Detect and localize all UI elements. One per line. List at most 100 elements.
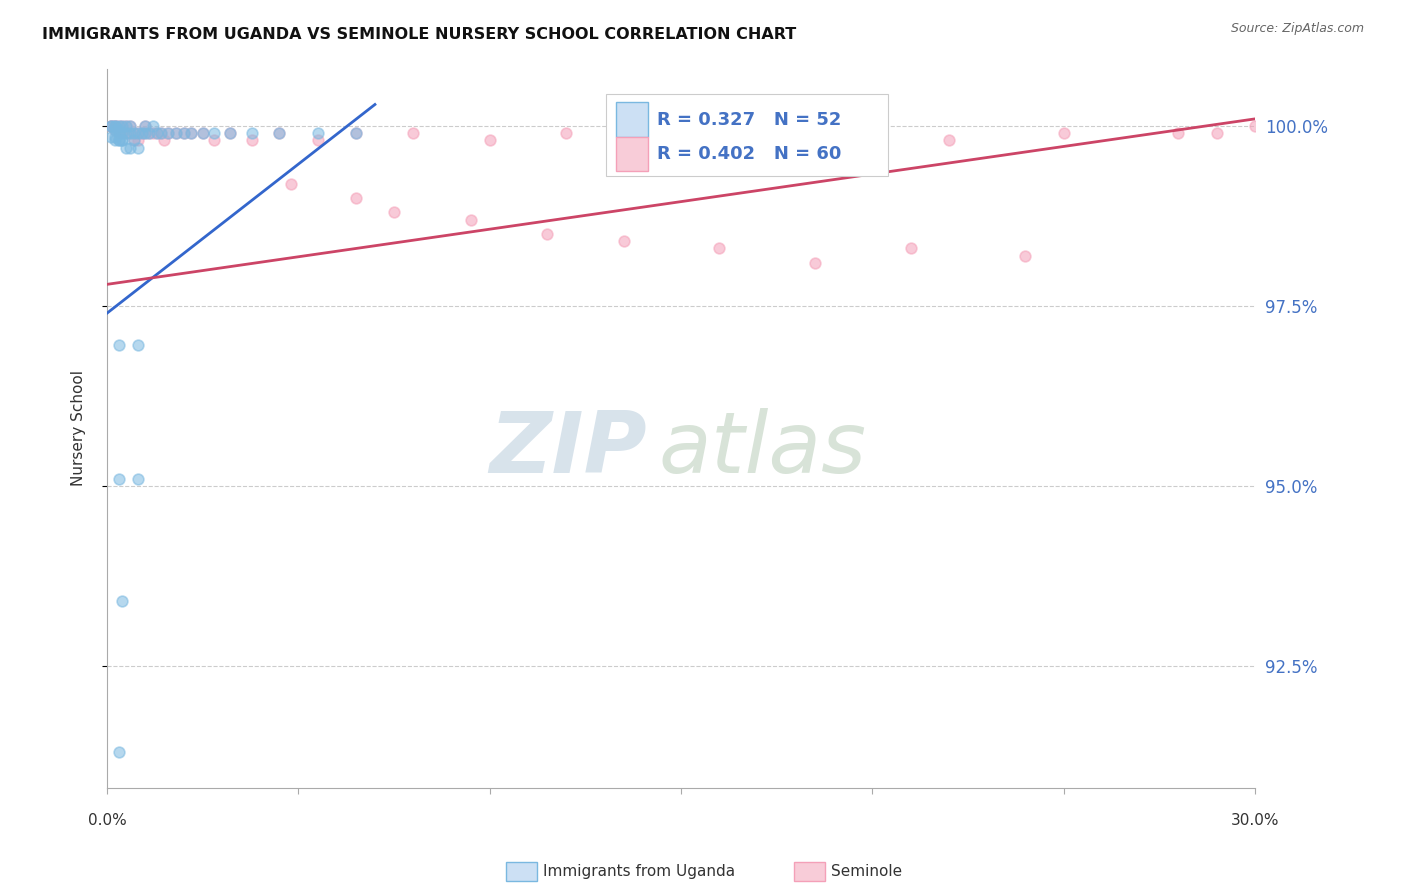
Point (165, 126, 187, 140)
Text: IMMIGRANTS FROM UGANDA VS SEMINOLE NURSERY SCHOOL CORRELATION CHART: IMMIGRANTS FROM UGANDA VS SEMINOLE NURSE… (42, 27, 796, 42)
Text: 0.0%: 0.0% (87, 813, 127, 828)
Point (382, 205, 405, 219)
Point (107, 126, 129, 140)
Point (100, 129, 122, 144)
Point (460, 212, 482, 227)
Point (115, 119, 138, 133)
Point (149, 126, 172, 140)
Point (307, 133, 329, 147)
Point (157, 126, 180, 140)
Point (107, 122, 129, 136)
Point (142, 126, 165, 140)
Point (127, 126, 149, 140)
Point (269, 126, 291, 140)
Point (138, 126, 160, 140)
Point (100, 119, 122, 133)
Point (100, 119, 122, 133)
Point (115, 126, 138, 140)
Point (107, 119, 129, 133)
Point (107, 122, 129, 136)
Point (127, 338, 149, 352)
Point (104, 129, 127, 144)
Point (142, 119, 165, 133)
Point (218, 126, 240, 140)
Point (122, 126, 145, 140)
Point (146, 126, 169, 140)
Point (131, 126, 153, 140)
Point (104, 122, 127, 136)
Point (107, 338, 129, 352)
Point (118, 141, 141, 155)
Text: 30.0%: 30.0% (1230, 813, 1279, 828)
Point (307, 126, 329, 140)
Point (104, 119, 127, 133)
Point (402, 126, 425, 140)
Point (269, 126, 291, 140)
Point (107, 745, 129, 759)
Point (709, 241, 731, 255)
Point (242, 133, 264, 147)
Point (127, 141, 149, 155)
Point (100, 119, 122, 133)
Point (344, 126, 367, 140)
Point (536, 227, 558, 241)
Text: Seminole: Seminole (831, 864, 903, 879)
Point (111, 119, 134, 133)
Point (115, 141, 138, 155)
Point (107, 133, 129, 147)
Point (1014, 249, 1036, 263)
Point (146, 126, 169, 140)
Point (118, 126, 141, 140)
FancyBboxPatch shape (616, 136, 648, 171)
Point (900, 241, 922, 255)
Point (938, 133, 960, 147)
Point (173, 126, 195, 140)
Point (804, 256, 827, 270)
Point (280, 177, 302, 191)
Point (149, 126, 172, 140)
Point (111, 126, 134, 140)
Point (478, 133, 501, 147)
Point (1205, 126, 1227, 140)
Point (134, 126, 156, 140)
Point (104, 119, 127, 133)
Point (202, 126, 225, 140)
Point (191, 126, 214, 140)
Point (157, 126, 180, 140)
Point (118, 126, 141, 140)
Point (111, 133, 134, 147)
Point (122, 126, 145, 140)
Point (180, 126, 202, 140)
Point (127, 133, 149, 147)
Text: Immigrants from Uganda: Immigrants from Uganda (543, 864, 735, 879)
Point (111, 133, 134, 147)
Point (111, 119, 134, 133)
Text: ZIP: ZIP (489, 409, 647, 491)
Point (115, 119, 138, 133)
Y-axis label: Nursery School: Nursery School (72, 370, 86, 486)
Point (860, 126, 883, 140)
Point (1167, 126, 1189, 140)
Text: atlas: atlas (658, 409, 866, 491)
Point (344, 126, 367, 140)
Point (104, 119, 127, 133)
Point (134, 126, 156, 140)
Point (107, 133, 129, 147)
Point (107, 472, 129, 486)
Point (104, 122, 127, 136)
Text: Source: ZipAtlas.com: Source: ZipAtlas.com (1230, 22, 1364, 36)
Point (104, 119, 127, 133)
Text: R = 0.327   N = 52: R = 0.327 N = 52 (657, 111, 841, 128)
Point (1053, 126, 1076, 140)
Point (131, 126, 153, 140)
Point (127, 472, 149, 486)
Point (709, 126, 731, 140)
Point (613, 234, 636, 248)
Point (107, 119, 129, 133)
Point (118, 119, 141, 133)
Point (111, 594, 134, 608)
Point (242, 126, 264, 140)
Point (202, 133, 225, 147)
Point (785, 133, 807, 147)
Point (134, 119, 156, 133)
